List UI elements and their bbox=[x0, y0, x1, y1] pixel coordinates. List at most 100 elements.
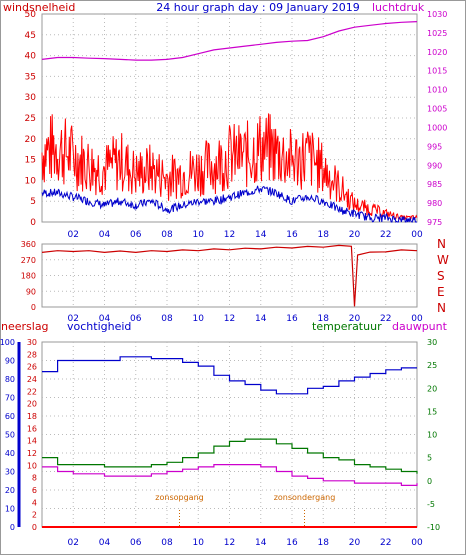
label-luchtdruk: luchtdruk bbox=[372, 1, 425, 14]
panel3-temp-tick: 30 bbox=[427, 338, 437, 347]
panel1-left-tick: 20 bbox=[25, 135, 37, 145]
panel3-x-tick: 18 bbox=[318, 538, 330, 548]
panel1-left-tick: 35 bbox=[25, 72, 36, 82]
panel1-right-tick: 1010 bbox=[427, 86, 447, 95]
panel3-hum-tick: 0 bbox=[32, 523, 37, 532]
panel2-x-tick: 22 bbox=[380, 314, 391, 324]
panel2-x-tick: 12 bbox=[224, 314, 235, 324]
panel1-right-tick: 990 bbox=[427, 161, 442, 170]
panel3-x-tick: 02 bbox=[68, 538, 79, 548]
panel3-x-tick: 12 bbox=[224, 538, 235, 548]
panel1-x-tick: 16 bbox=[286, 230, 298, 240]
panel3-x-tick: 08 bbox=[161, 538, 173, 548]
humidity-temperature-panel: 0102030405060708090100024681012141618202… bbox=[0, 338, 440, 548]
panel3-rain-tick: 100 bbox=[0, 338, 15, 347]
panel3-hum-tick: 30 bbox=[27, 338, 37, 347]
series-windsnelheid-gust bbox=[41, 113, 418, 221]
panel3-x-tick: 04 bbox=[99, 538, 111, 548]
panel2-x-tick: 18 bbox=[318, 314, 330, 324]
panel3-temp-tick: -5 bbox=[427, 500, 435, 509]
panel1-left-tick: 10 bbox=[25, 176, 37, 186]
wind-direction-panel: 0 90 180 270 360 02 04 06 08 10 12 14 16 18 20 22 00 bbox=[21, 240, 423, 324]
panel1-right-tick: 1000 bbox=[427, 123, 447, 132]
panel2-x-tick: 08 bbox=[161, 314, 173, 324]
panel3-hum-tick: 22 bbox=[27, 387, 37, 396]
panel3-hum-tick: 20 bbox=[27, 400, 37, 409]
compass-letter: E bbox=[437, 285, 445, 299]
panel1-left-tick: 40 bbox=[25, 52, 37, 62]
panel3-temp-tick: 0 bbox=[427, 477, 432, 486]
panel3-x-tick: 22 bbox=[380, 538, 391, 548]
panel1-left-tick: 15 bbox=[25, 156, 36, 166]
panel2-x-tick: 00 bbox=[411, 314, 423, 324]
wind-pressure-panel: 0510152025303540455097598098599099510001… bbox=[25, 10, 448, 240]
panel3-x-tick: 20 bbox=[349, 538, 361, 548]
panel1-right-tick: 1015 bbox=[427, 67, 447, 76]
compass-letter: W bbox=[437, 253, 449, 267]
panel3-hum-tick: 28 bbox=[27, 350, 37, 359]
panel1-right-tick: 995 bbox=[427, 142, 442, 151]
panel3-x-tick: 06 bbox=[130, 538, 142, 548]
panel3-temp-tick: 15 bbox=[427, 407, 437, 416]
panel3-x-tick: 14 bbox=[255, 538, 267, 548]
panel3-hum-tick: 2 bbox=[32, 511, 37, 520]
panel3-rain-tick: 40 bbox=[5, 449, 15, 458]
panel2-x-tick: 04 bbox=[99, 314, 111, 324]
panel3-hum-tick: 8 bbox=[32, 474, 37, 483]
compass-letter: N bbox=[437, 237, 446, 251]
panel3-hum-tick: 12 bbox=[27, 449, 37, 458]
panel3-hum-tick: 18 bbox=[27, 412, 37, 421]
series-luchtdruk bbox=[41, 21, 418, 61]
panel1-left-tick: 45 bbox=[25, 31, 36, 41]
compass-letter: N bbox=[437, 301, 446, 315]
compass-letter: S bbox=[437, 269, 445, 283]
panel3-rain-tick: 90 bbox=[5, 357, 15, 366]
panel1-right-tick: 1005 bbox=[427, 105, 447, 114]
panel3-hum-tick: 6 bbox=[32, 486, 37, 495]
panel3-hum-tick: 4 bbox=[32, 498, 37, 507]
panel1-left-tick: 5 bbox=[30, 197, 36, 207]
panel1-left-tick: 30 bbox=[25, 93, 37, 103]
panel3-rain-tick: 10 bbox=[5, 505, 15, 514]
panel2-x-tick: 10 bbox=[193, 314, 205, 324]
label-windsnelheid: windsnelheid bbox=[3, 1, 75, 14]
panel2-x-tick: 06 bbox=[130, 314, 142, 324]
panel3-hum-tick: 26 bbox=[27, 363, 37, 372]
panel2-left-tick: 0 bbox=[31, 303, 36, 312]
panel1-x-tick: 06 bbox=[130, 230, 142, 240]
panel1-x-tick: 18 bbox=[318, 230, 330, 240]
panel1-x-tick: 08 bbox=[161, 230, 173, 240]
panel3-temp-tick: 10 bbox=[427, 431, 437, 440]
panel1-left-tick: 25 bbox=[25, 114, 36, 124]
panel2-left-tick: 270 bbox=[21, 256, 36, 265]
panel1-x-tick: 22 bbox=[380, 230, 391, 240]
panel3-hum-tick: 14 bbox=[27, 437, 37, 446]
sunrise-label: zonsopgang bbox=[155, 493, 203, 502]
panel1-x-tick: 10 bbox=[193, 230, 205, 240]
panel1-x-tick: 20 bbox=[349, 230, 361, 240]
panel2-x-tick: 14 bbox=[255, 314, 267, 324]
sunset-label: zonsondergang bbox=[274, 493, 336, 502]
label-dauwpunt: dauwpunt bbox=[392, 320, 448, 333]
panel1-x-tick: 14 bbox=[255, 230, 267, 240]
series-vochtigheid bbox=[42, 356, 417, 395]
panel3-x-tick: 00 bbox=[411, 538, 423, 548]
panel2-left-tick: 90 bbox=[26, 287, 36, 296]
panel3-hum-tick: 16 bbox=[27, 424, 37, 433]
panel3-rain-tick: 20 bbox=[5, 486, 15, 495]
panel1-right-tick: 1020 bbox=[427, 48, 447, 57]
label-neerslag: neerslag bbox=[1, 320, 49, 333]
panel1-left-tick: 0 bbox=[30, 218, 36, 228]
panel2-left-tick: 180 bbox=[21, 272, 36, 281]
panel3-temp-tick: 5 bbox=[427, 454, 432, 463]
panel2-x-tick: 02 bbox=[68, 314, 79, 324]
panel1-left-tick: 50 bbox=[25, 10, 37, 20]
panel1-right-tick: 975 bbox=[427, 218, 442, 227]
panel3-rain-tick: 70 bbox=[5, 394, 15, 403]
panel1-x-tick: 02 bbox=[68, 230, 79, 240]
panel3-temp-tick: -10 bbox=[427, 523, 440, 532]
panel2-x-tick: 16 bbox=[286, 314, 298, 324]
